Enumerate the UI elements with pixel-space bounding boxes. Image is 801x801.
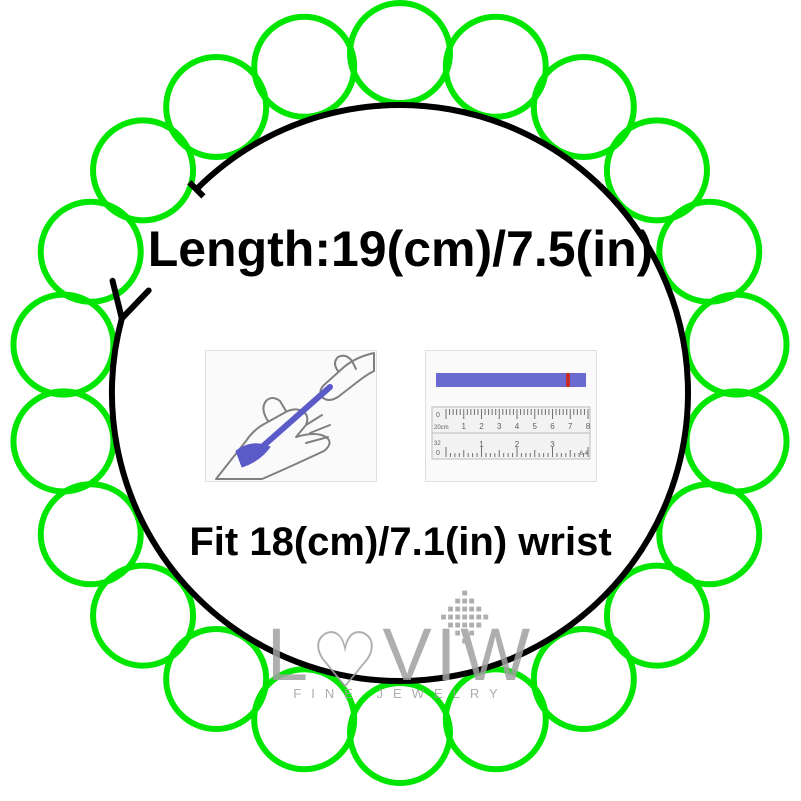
svg-text:5: 5 — [533, 422, 538, 431]
bead-circle — [687, 391, 787, 491]
svg-text:1: 1 — [479, 440, 484, 449]
svg-text:6: 6 — [550, 422, 555, 431]
bead-circle — [254, 17, 354, 117]
svg-text:3: 3 — [550, 440, 555, 449]
svg-text:0: 0 — [436, 450, 440, 457]
bead-circle — [166, 57, 266, 157]
brand-heart-icon: ♡ — [310, 622, 384, 700]
bead-circle — [350, 3, 450, 103]
svg-text:2: 2 — [479, 422, 484, 431]
svg-text:8: 8 — [586, 422, 591, 431]
svg-text:20cm: 20cm — [434, 425, 449, 431]
svg-text:2: 2 — [515, 440, 520, 449]
brand-letter-l: L — [267, 613, 312, 696]
ruler-illustration: 1 2 3 4 5 6 7 8 0 20cm 1 2 3 0 32 6.4 — [425, 350, 597, 482]
bead-circle — [687, 295, 787, 395]
bead-circle — [13, 295, 113, 395]
svg-text:0: 0 — [436, 412, 440, 419]
svg-text:3: 3 — [497, 422, 502, 431]
svg-text:1: 1 — [462, 422, 467, 431]
hand-measure-illustration — [205, 350, 377, 482]
bead-circle — [446, 17, 546, 117]
fit-label: Fit 18(cm)/7.1(in) wrist — [0, 520, 801, 565]
brand-dot-heart: ■■■■■■■■■■■■■■■■■■■■■■■■■ — [441, 590, 490, 646]
bead-circle — [13, 391, 113, 491]
svg-text:6.4: 6.4 — [580, 451, 589, 457]
svg-text:7: 7 — [568, 422, 573, 431]
svg-text:32: 32 — [434, 441, 441, 447]
canvas: Length:19(cm)/7.5(in) 1 2 3 4 5 6 7 8 0 20cm 1 2 3 0 3… — [0, 0, 801, 801]
length-label: Length:19(cm)/7.5(in) — [0, 220, 801, 278]
brand-watermark: ■■■■■■■■■■■■■■■■■■■■■■■■■ L♡VIW FINE JEW… — [0, 618, 801, 701]
brand-tagline: FINE JEWELRY — [0, 686, 801, 701]
svg-text:4: 4 — [515, 422, 520, 431]
